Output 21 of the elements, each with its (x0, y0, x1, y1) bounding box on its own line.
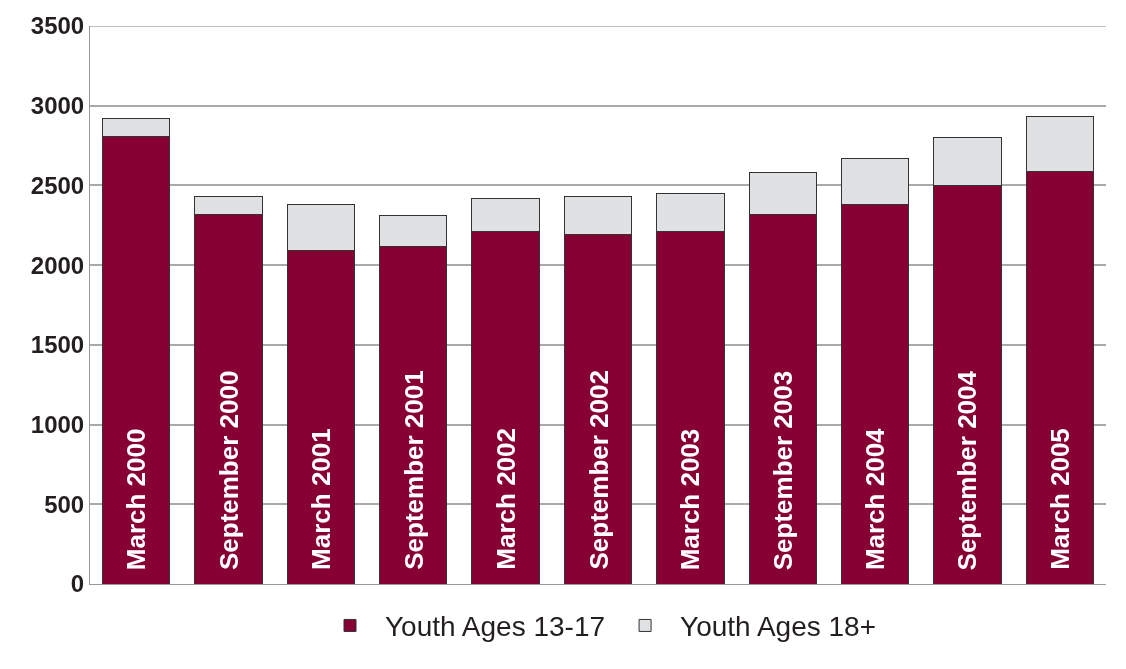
y-tick-label: 3500 (30, 12, 85, 40)
y-tick-label: 1000 (30, 410, 85, 438)
y-tick-label: 500 (44, 490, 85, 518)
x-tick-label: March 2005 (1044, 428, 1075, 570)
legend-label: Youth Ages 18+ (680, 611, 876, 643)
x-tick-label: March 2004 (860, 427, 891, 571)
x-tick-label: September 2002 (583, 370, 614, 570)
x-tick-label: March 2002 (490, 427, 521, 570)
x-tick-label: September 2001 (398, 370, 429, 570)
y-tick-label: 1500 (30, 331, 85, 359)
x-tick-label: September 2003 (768, 370, 799, 571)
x-tick-label: March 2001 (305, 428, 336, 570)
y-tick-label: 0 (70, 570, 85, 598)
x-tick-label: March 2003 (675, 428, 706, 571)
y-tick-label: 2500 (30, 171, 85, 199)
x-tick-label: March 2000 (121, 428, 152, 571)
y-tick-label: 2000 (30, 251, 85, 279)
x-tick-label: September 2000 (214, 370, 245, 571)
y-tick-label: 3000 (30, 92, 85, 120)
x-tick-label: September 2004 (952, 370, 983, 571)
legend-label: Youth Ages 13-17 (385, 611, 606, 643)
